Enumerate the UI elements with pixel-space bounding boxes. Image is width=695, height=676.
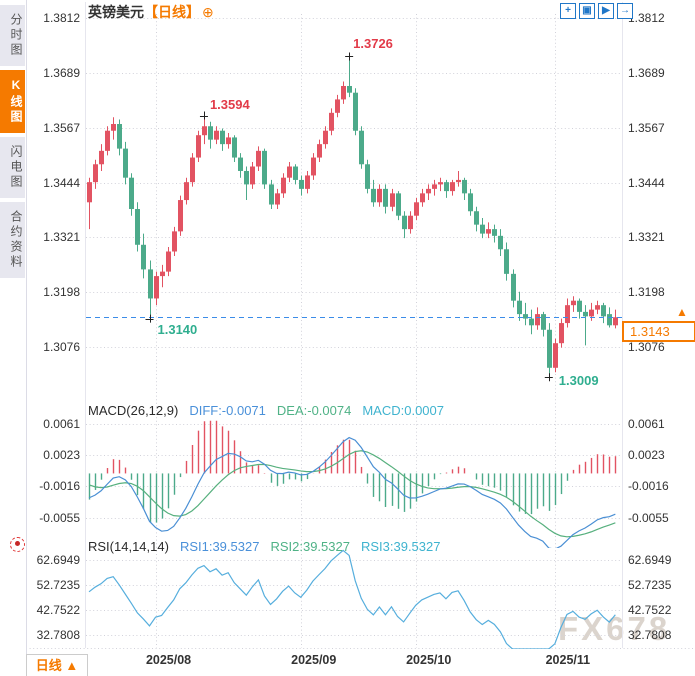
- sidebar-tab-lightning-chart[interactable]: 闪电图: [0, 137, 25, 198]
- rsi1-value: RSI1:39.5327: [179, 539, 260, 554]
- macd-hist-value: MACD:0.0007: [362, 403, 444, 418]
- add-indicator-icon[interactable]: ⊕: [202, 4, 214, 20]
- rsi3-value: RSI3:39.5327: [360, 539, 441, 554]
- sidebar-tab-kline-chart[interactable]: K线图: [0, 70, 25, 133]
- period-tag: 【日线】: [144, 4, 200, 20]
- chart-toolbar: + ▣ ▶ →: [560, 3, 633, 19]
- live-indicator-icon: [10, 537, 25, 552]
- price-up-arrow-icon: ▲: [676, 305, 688, 319]
- sidebar: 分时图 K线图 闪电图 合约资料: [0, 0, 27, 676]
- exit-right-tool-icon[interactable]: →: [617, 3, 633, 19]
- rsi-label: RSI(14,14,14): [88, 539, 169, 554]
- symbol-name: 英镑美元: [88, 4, 144, 20]
- macd-label: MACD(26,12,9): [88, 403, 179, 418]
- crosshair-tool-icon[interactable]: +: [560, 3, 576, 19]
- macd-dea-value: DEA:-0.0074: [276, 403, 352, 418]
- chart-title: 英镑美元【日线】 ⊕: [88, 2, 214, 22]
- auto-scroll-tool-icon[interactable]: ▶: [598, 3, 614, 19]
- sidebar-tab-contract-info[interactable]: 合约资料: [0, 202, 25, 278]
- period-button[interactable]: 日线 ▲: [26, 654, 88, 676]
- axis-scale-tool-icon[interactable]: ▣: [579, 3, 595, 19]
- macd-diff-value: DIFF:-0.0071: [189, 403, 266, 418]
- current-price-label: 1.3143: [622, 321, 695, 342]
- rsi2-value: RSI2:39.5327: [270, 539, 350, 554]
- macd-header: MACD(26,12,9) DIFF:-0.0071 DEA:-0.0074 MACD…: [88, 403, 455, 418]
- rsi-header: RSI(14,14,14) RSI1:39.5327 RSI2:39.5327 RSI…: [88, 539, 451, 554]
- sidebar-tab-time-chart[interactable]: 分时图: [0, 5, 25, 66]
